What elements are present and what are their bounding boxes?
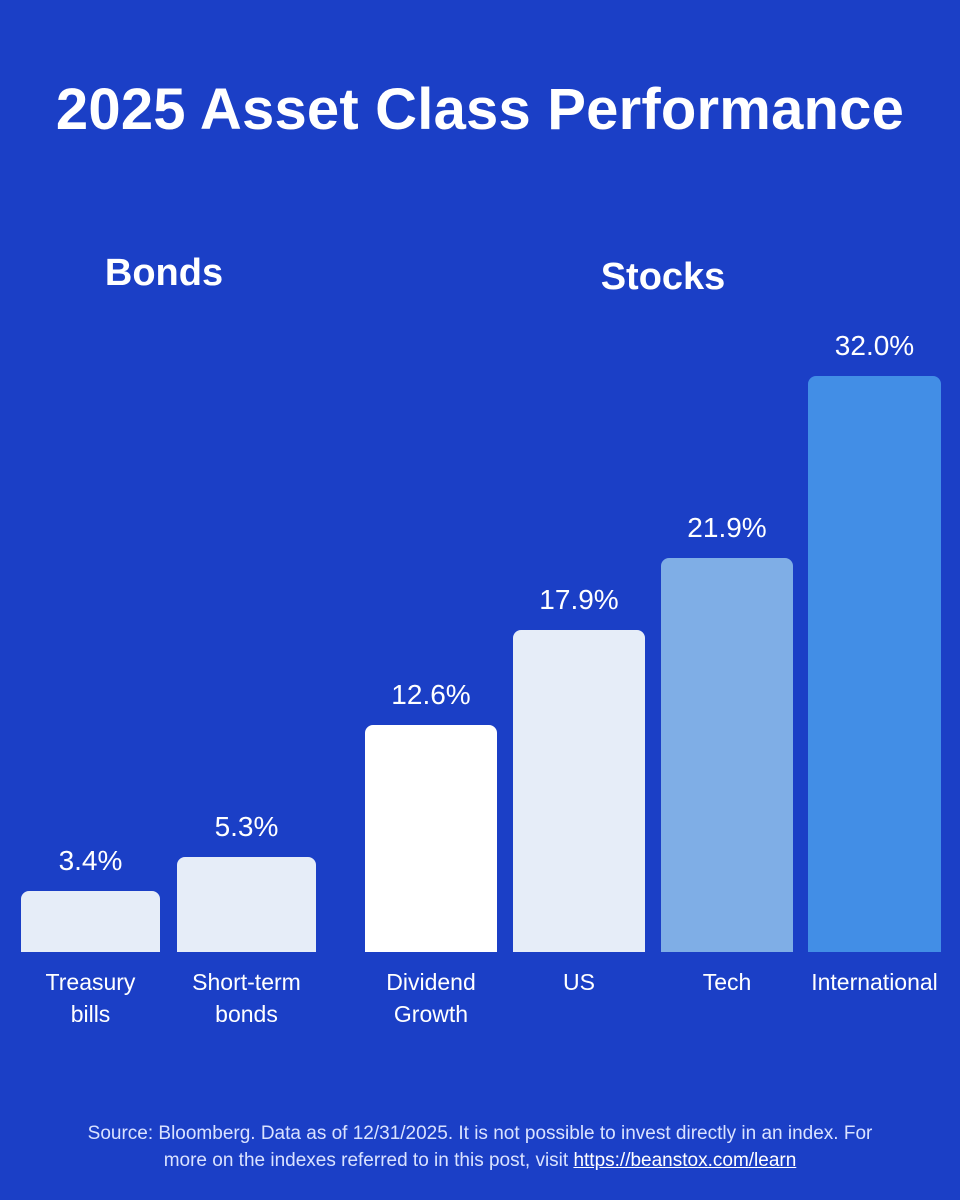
value-label-0: 3.4% xyxy=(58,845,123,876)
bar-1 xyxy=(177,857,316,952)
bar-5 xyxy=(808,376,941,952)
value-label-3: 17.9% xyxy=(539,584,619,615)
category-label-4: Tech xyxy=(702,969,752,995)
bar-0 xyxy=(21,891,160,952)
group-label-bonds: Bonds xyxy=(104,252,224,294)
learn-link[interactable]: https://beanstox.com/learn xyxy=(573,1150,797,1171)
bar-2 xyxy=(365,725,497,952)
group-label-stocks: Stocks xyxy=(600,256,726,298)
footnote-line-2-text: more on the indexes referred to in this … xyxy=(163,1150,574,1171)
bar-3 xyxy=(513,630,645,952)
chart-title: 2025 Asset Class Performance xyxy=(55,77,905,142)
value-label-1: 5.3% xyxy=(214,811,279,842)
value-label-5: 32.0% xyxy=(834,330,915,361)
source-footnote: Source: Bloomberg. Data as of 12/31/2025… xyxy=(0,1120,960,1174)
footnote-line-1: Source: Bloomberg. Data as of 12/31/2025… xyxy=(87,1123,873,1144)
category-label-1: Short-term bonds xyxy=(192,969,301,1027)
value-label-4: 21.9% xyxy=(687,512,767,543)
value-label-2: 12.6% xyxy=(391,679,471,710)
category-label-2: Dividend Growth xyxy=(386,969,476,1027)
footnote-line-2: more on the indexes referred to in this … xyxy=(0,1147,960,1174)
category-label-5: International xyxy=(811,969,938,995)
category-label-3: US xyxy=(563,969,595,995)
bar-4 xyxy=(661,558,793,952)
category-label-0: Treasury bills xyxy=(45,969,136,1027)
